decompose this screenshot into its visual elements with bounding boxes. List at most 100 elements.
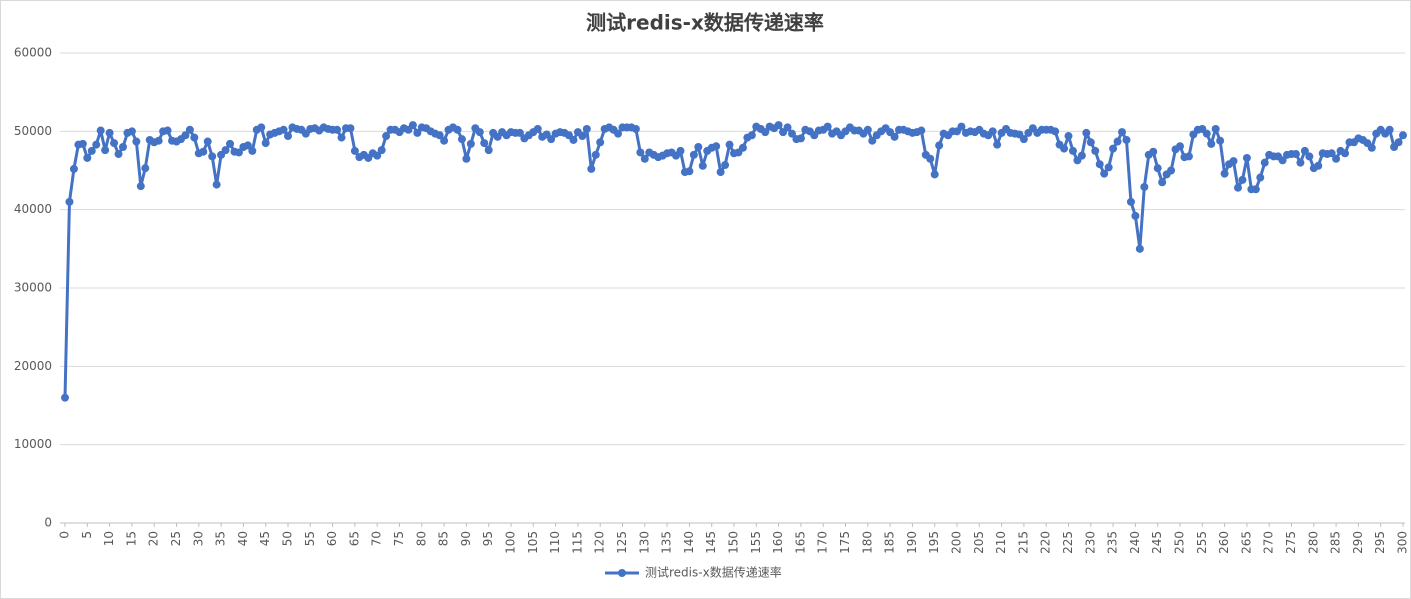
- x-tick-label: 290: [1351, 531, 1365, 554]
- data-point: [1332, 154, 1341, 163]
- legend-label: 测试redis-x数据传递速率: [645, 565, 782, 580]
- legend-marker: [618, 569, 626, 577]
- data-point: [350, 146, 359, 155]
- y-tick-label: 50000: [14, 124, 52, 138]
- data-point: [284, 132, 292, 141]
- data-point: [105, 128, 114, 137]
- data-point: [1314, 161, 1323, 170]
- data-point: [69, 164, 78, 173]
- data-point: [1149, 147, 1158, 156]
- x-tick-label: 185: [883, 531, 897, 554]
- x-tick-label: 275: [1284, 531, 1298, 554]
- data-point: [1135, 244, 1144, 253]
- data-point: [408, 121, 417, 130]
- data-point: [774, 121, 783, 130]
- data-point: [1202, 129, 1211, 138]
- x-tick-label: 160: [771, 531, 785, 554]
- x-tick-label: 155: [749, 531, 763, 554]
- x-tick-label: 5: [80, 531, 94, 539]
- data-point: [65, 197, 74, 206]
- data-point: [596, 138, 605, 147]
- data-point: [1126, 197, 1135, 206]
- data-point: [636, 148, 645, 157]
- data-point: [453, 125, 462, 134]
- data-point: [716, 168, 725, 177]
- x-tick-label: 150: [727, 531, 741, 554]
- data-point: [475, 128, 484, 137]
- x-tick-label: 170: [816, 531, 830, 554]
- data-point: [462, 154, 471, 163]
- x-tick-label: 80: [414, 531, 428, 546]
- data-point: [413, 128, 422, 137]
- y-tick-label: 40000: [14, 202, 52, 216]
- data-point: [163, 126, 172, 135]
- data-point: [136, 182, 145, 191]
- data-point: [1060, 144, 1069, 153]
- data-point: [1051, 127, 1060, 136]
- x-tick-label: 15: [124, 531, 138, 546]
- data-point: [721, 161, 730, 170]
- x-tick-label: 85: [437, 531, 451, 546]
- data-point: [1399, 131, 1407, 140]
- x-tick-label: 240: [1128, 531, 1142, 554]
- data-point: [1341, 149, 1350, 158]
- x-tick-label: 35: [214, 531, 228, 546]
- x-tick-label: 0: [58, 531, 72, 539]
- data-point: [1260, 158, 1269, 167]
- x-tick-label: 65: [347, 531, 361, 546]
- x-tick-label: 180: [860, 531, 874, 554]
- data-point: [118, 143, 127, 151]
- data-point: [373, 151, 382, 160]
- data-point: [1242, 153, 1251, 162]
- x-tick-label: 190: [905, 531, 919, 554]
- data-point: [926, 154, 935, 163]
- data-point: [1167, 166, 1176, 175]
- data-point: [1086, 138, 1095, 147]
- data-point: [457, 135, 466, 144]
- data-point: [823, 122, 832, 131]
- x-tick-label: 95: [481, 531, 495, 546]
- data-point: [261, 139, 270, 148]
- data-point: [930, 170, 939, 179]
- data-point: [435, 131, 444, 140]
- data-point: [234, 148, 243, 157]
- x-tick-label: 10: [102, 531, 116, 546]
- x-tick-label: 90: [459, 531, 473, 546]
- data-point: [1256, 173, 1265, 182]
- chart-title: 测试redis-x数据传递速率: [586, 11, 824, 35]
- data-point: [685, 167, 694, 176]
- data-point: [87, 146, 96, 155]
- x-tick-label: 175: [838, 531, 852, 554]
- data-point: [1122, 135, 1131, 144]
- data-point: [783, 123, 792, 132]
- data-point: [181, 131, 190, 140]
- data-point: [199, 147, 208, 156]
- data-point: [694, 143, 703, 151]
- x-tick-label: 300: [1396, 531, 1410, 554]
- data-point: [382, 132, 391, 141]
- x-tick-label: 145: [704, 531, 718, 554]
- data-point: [101, 146, 110, 155]
- x-tick-label: 100: [504, 531, 518, 554]
- x-tick-label: 105: [526, 531, 540, 554]
- data-point: [1077, 151, 1086, 160]
- data-point: [1229, 157, 1238, 166]
- data-point: [1251, 185, 1260, 194]
- x-tick-label: 125: [615, 531, 629, 554]
- data-point: [676, 146, 685, 155]
- data-point: [863, 125, 872, 134]
- data-point: [988, 127, 997, 136]
- x-tick-label: 30: [191, 531, 205, 546]
- data-point: [96, 126, 105, 135]
- x-tick-label: 20: [147, 531, 161, 546]
- data-point: [1296, 158, 1305, 167]
- data-point: [747, 131, 756, 140]
- data-point: [957, 122, 966, 131]
- x-tick-label: 60: [325, 531, 339, 546]
- x-tick-label: 110: [548, 531, 562, 554]
- data-point: [141, 164, 150, 173]
- data-point: [569, 135, 578, 144]
- data-point: [1140, 182, 1149, 191]
- data-point: [333, 125, 342, 134]
